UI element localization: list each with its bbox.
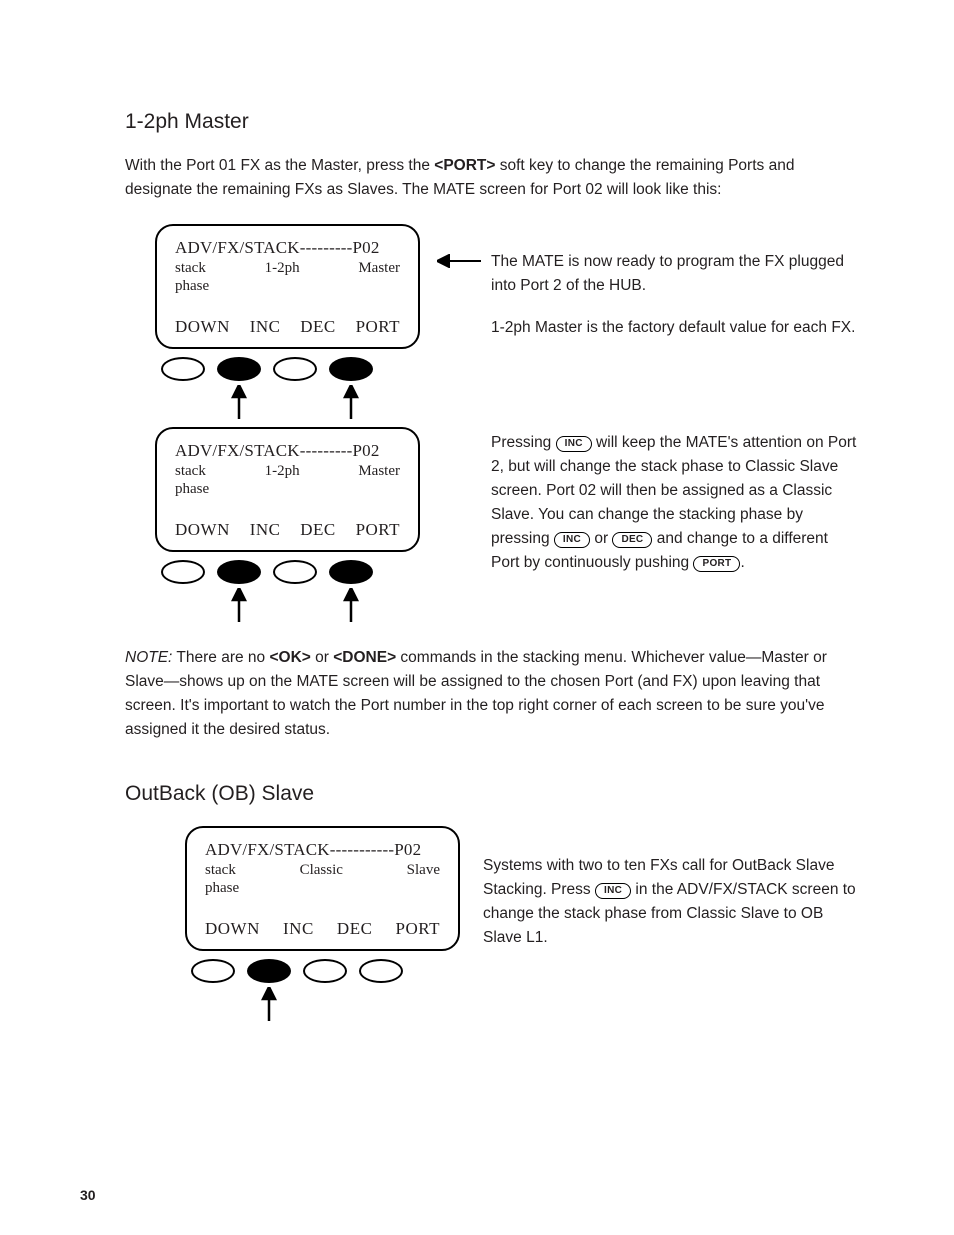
page-number: 30 [80, 1187, 96, 1203]
pill-inc: INC [554, 532, 590, 548]
screen3-key-down: DOWN [205, 919, 260, 939]
pill-dec: DEC [612, 532, 652, 548]
intro-text-a: With the Port 01 FX as the Master, press… [125, 157, 434, 174]
screen1-col2: 1-2ph [265, 260, 300, 277]
button-down-1[interactable] [161, 357, 205, 381]
screen1-key-inc: INC [250, 317, 281, 337]
section-title-1: 1-2ph Master [125, 110, 859, 134]
screen2-buttons [161, 560, 435, 584]
mate-screen-1: ADV/FX/STACK---------P02 stack 1-2ph Mas… [155, 224, 420, 349]
button-port-3[interactable] [359, 959, 403, 983]
note-b2: <DONE> [333, 649, 396, 666]
side-b-t1: Pressing [491, 434, 556, 451]
screen2-title: ADV/FX/STACK---------P02 [175, 441, 400, 461]
button-dec-3[interactable] [303, 959, 347, 983]
button-down-2[interactable] [161, 560, 205, 584]
button-port-1[interactable] [329, 357, 373, 381]
screen3-title: ADV/FX/STACK-----------P02 [205, 840, 440, 860]
note-a: There are no [172, 649, 269, 666]
screen2-key-down: DOWN [175, 520, 230, 540]
side-b-paragraph: Pressing INC will keep the MATE's attent… [491, 431, 859, 575]
button-dec-1[interactable] [273, 357, 317, 381]
screen3-col2: Classic [300, 862, 343, 879]
screen1-title: ADV/FX/STACK---------P02 [175, 238, 400, 258]
screen1-key-dec: DEC [300, 317, 336, 337]
note-b: or [311, 649, 333, 666]
mate-screen-3: ADV/FX/STACK-----------P02 stack Classic… [185, 826, 460, 951]
intro-bold: <PORT> [434, 157, 495, 174]
pill-inc: INC [556, 436, 592, 452]
side-a-p1: The MATE is now ready to program the FX … [491, 250, 859, 298]
screen1-col3: Master [358, 260, 400, 277]
arrow-up-icon [217, 385, 261, 421]
screen3-buttons [191, 959, 465, 983]
side-b-t3: or [590, 530, 612, 547]
side-b-t5: . [740, 554, 744, 571]
mate-screen-2: ADV/FX/STACK---------P02 stack 1-2ph Mas… [155, 427, 420, 552]
screen1-line3: phase [175, 278, 400, 295]
screen2-col1: stack [175, 463, 206, 480]
arrow-up-icon [247, 987, 291, 1023]
screen1-buttons [161, 357, 435, 381]
button-down-3[interactable] [191, 959, 235, 983]
screen2-line3: phase [175, 481, 400, 498]
intro-paragraph: With the Port 01 FX as the Master, press… [125, 154, 859, 202]
arrow-up-icon [329, 385, 373, 421]
pill-inc: INC [595, 883, 631, 899]
screen3-col3: Slave [407, 862, 440, 879]
button-dec-2[interactable] [273, 560, 317, 584]
button-inc-1[interactable] [217, 357, 261, 381]
pill-port: PORT [693, 556, 740, 572]
screen3-col1: stack [205, 862, 236, 879]
button-port-2[interactable] [329, 560, 373, 584]
section-title-2: OutBack (OB) Slave [125, 782, 859, 806]
button-inc-2[interactable] [217, 560, 261, 584]
screen3-line3: phase [205, 880, 440, 897]
screen1-col1: stack [175, 260, 206, 277]
screen3-key-port: PORT [396, 919, 440, 939]
screen2-key-dec: DEC [300, 520, 336, 540]
screen2-key-port: PORT [356, 520, 400, 540]
arrow-up-icon [217, 588, 261, 624]
note-b1: <OK> [269, 649, 310, 666]
screen1-key-port: PORT [356, 317, 400, 337]
screen3-key-dec: DEC [337, 919, 373, 939]
screen1-key-down: DOWN [175, 317, 230, 337]
side-c-paragraph: Systems with two to ten FXs call for Out… [483, 854, 859, 950]
note-label: NOTE: [125, 649, 172, 666]
screen2-col3: Master [358, 463, 400, 480]
screen3-key-inc: INC [283, 919, 314, 939]
screen2-key-inc: INC [250, 520, 281, 540]
button-inc-3[interactable] [247, 959, 291, 983]
side-a-p2: 1-2ph Master is the factory default valu… [491, 316, 859, 340]
note-paragraph: NOTE: There are no <OK> or <DONE> comman… [125, 646, 859, 742]
screen2-col2: 1-2ph [265, 463, 300, 480]
arrow-up-icon [329, 588, 373, 624]
arrow-left-icon [435, 224, 483, 268]
